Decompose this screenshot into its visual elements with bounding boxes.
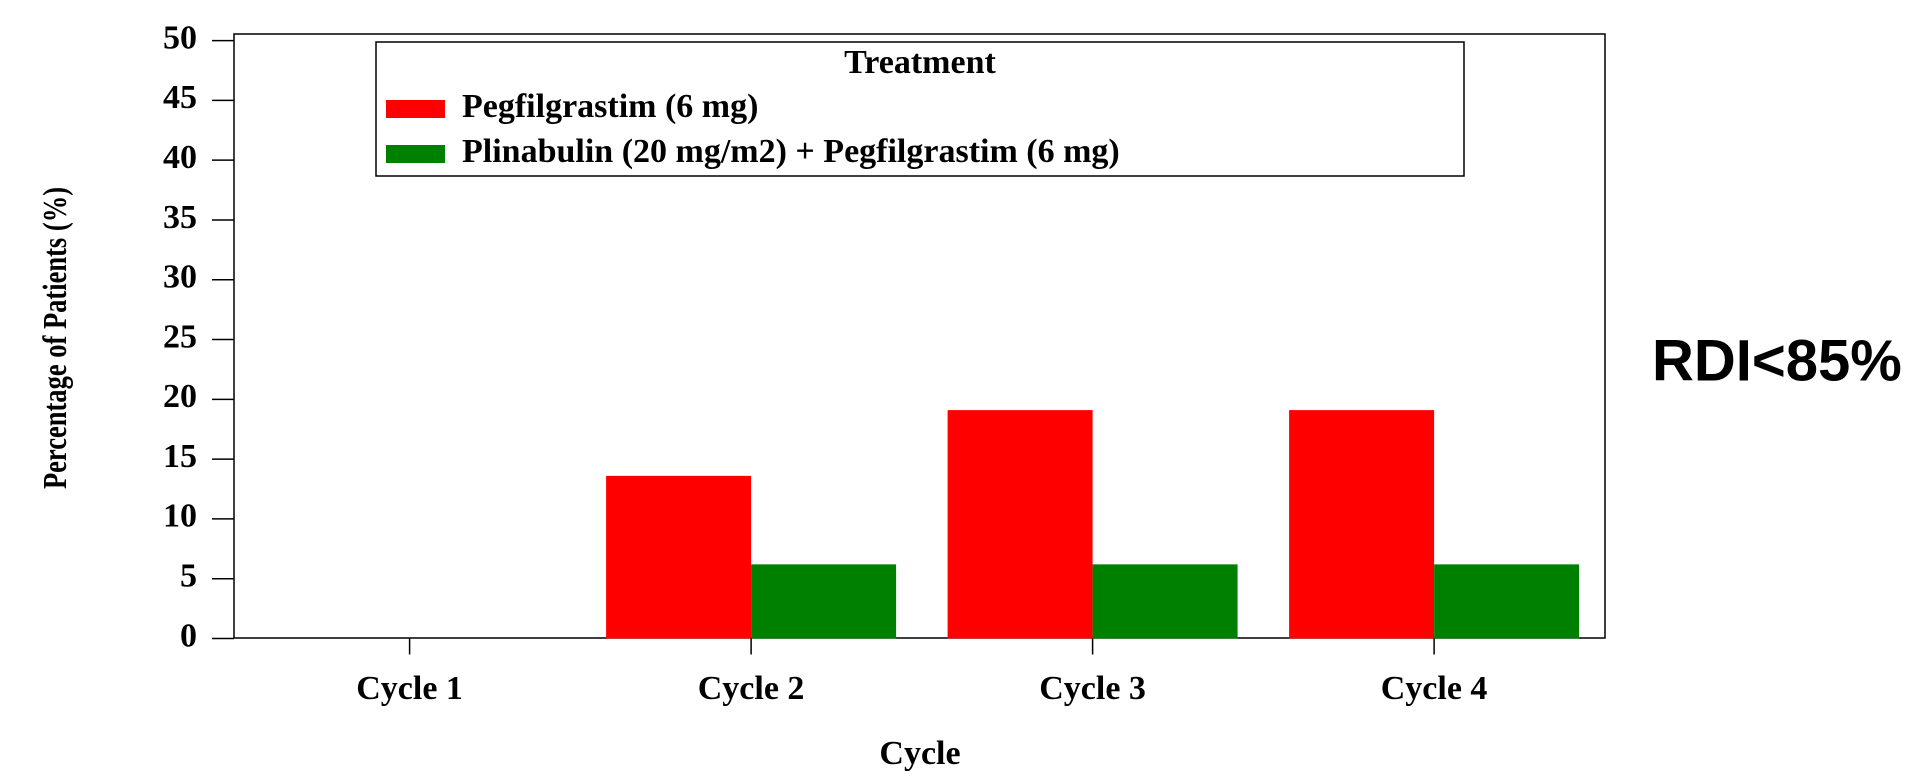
bar [947,410,1093,639]
y-tick-label: 0 [180,617,197,654]
x-tick-label: Cycle 3 [1039,670,1146,707]
bar [1289,410,1435,639]
legend-label: Pegfilgrastim (6 mg) [462,88,758,125]
y-tick-label: 5 [180,558,197,595]
plot-frame [233,33,1606,639]
y-tick-label: 15 [163,438,197,475]
legend-box [375,41,1465,177]
bar [1434,564,1580,639]
x-axis-label: Cycle [879,735,960,772]
y-tick-label: 35 [163,199,197,236]
y-tick-label: 45 [163,79,197,116]
legend-swatch [386,100,445,118]
y-tick-label: 40 [163,139,197,176]
y-tick-label: 30 [163,259,197,296]
y-tick-label: 10 [163,498,197,535]
y-tick-label: 50 [163,19,197,56]
annotation: RDI<85% [1652,328,1902,393]
y-tick-label: 20 [163,378,197,415]
bar [606,475,752,639]
bar [751,564,897,639]
x-tick-label: Cycle 4 [1381,670,1488,707]
bar [1092,564,1238,639]
legend-title: Treatment [844,44,996,81]
y-axis-label: Percentage of Patients (%) [36,187,74,489]
y-tick-label: 25 [163,318,197,355]
legend-swatch [386,145,445,163]
legend-label: Plinabulin (20 mg/m2) + Pegfilgrastim (6… [462,133,1120,170]
x-tick-label: Cycle 1 [356,670,463,707]
x-tick-label: Cycle 2 [698,670,805,707]
